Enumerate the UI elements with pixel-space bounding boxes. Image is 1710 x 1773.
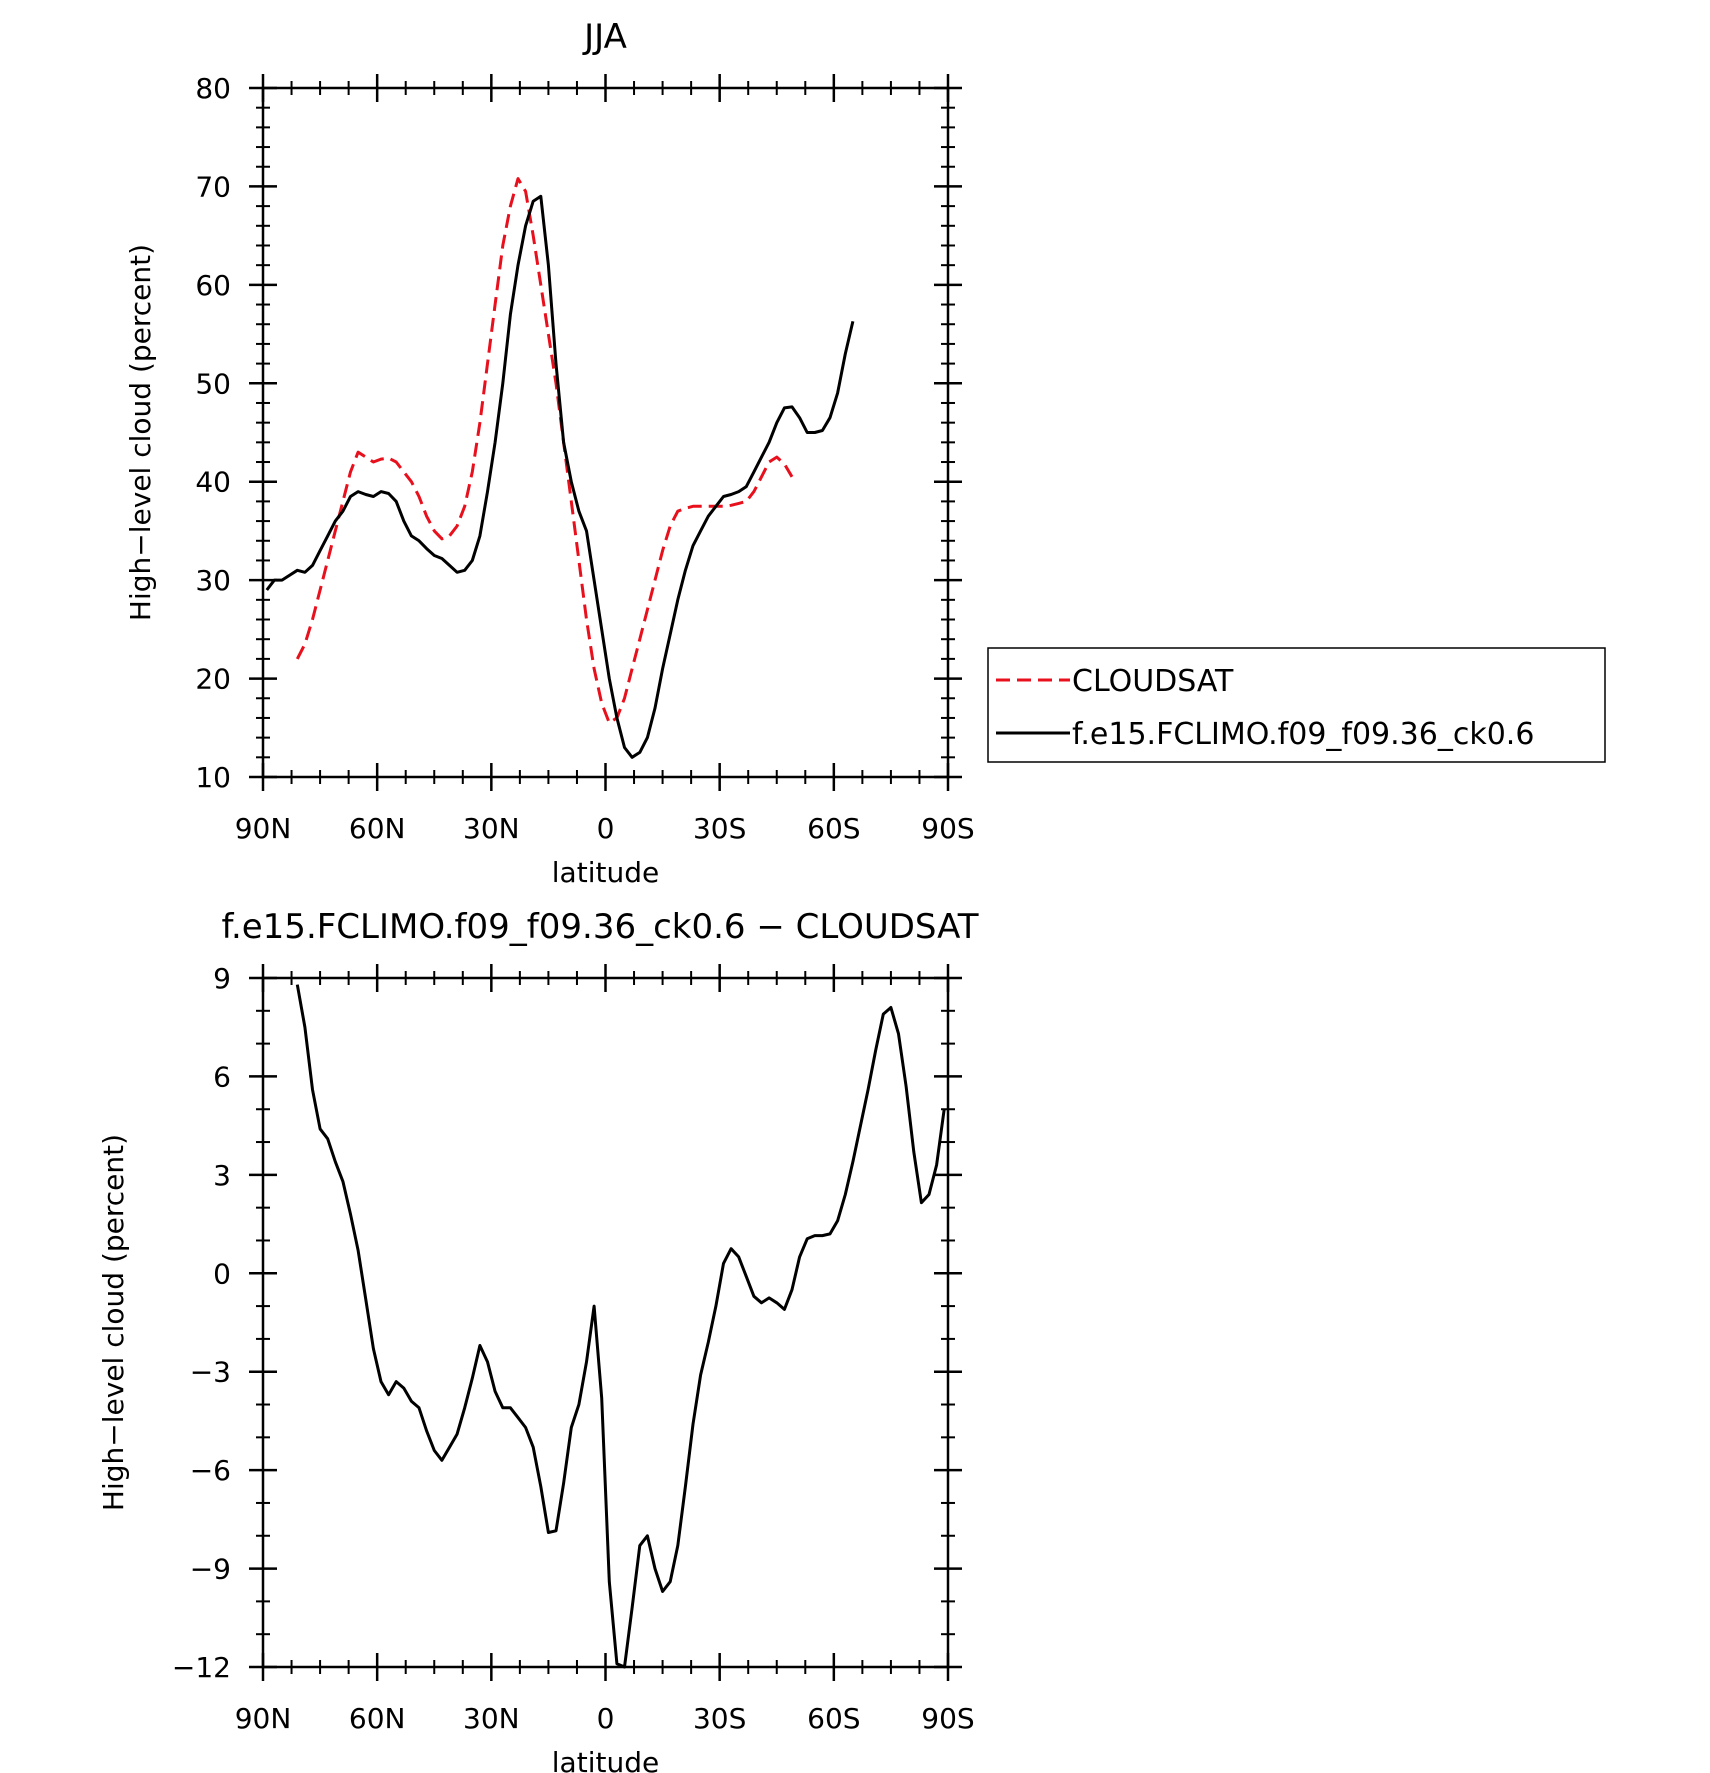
y-tick-label: −9 <box>190 1553 231 1586</box>
y-tick-label: −6 <box>190 1454 231 1487</box>
y-tick-label: 9 <box>213 962 231 995</box>
y-tick-label: 60 <box>195 269 231 302</box>
bottom-series-group <box>295 984 946 1669</box>
cloudsat-series-line <box>295 177 794 725</box>
bottom-plot-frame <box>261 976 950 1669</box>
y-tick-label: 70 <box>195 170 231 203</box>
legend-box <box>987 647 1606 763</box>
top-y-axis-label: High−level cloud (percent) <box>124 244 157 621</box>
y-tick-label: 10 <box>195 761 231 794</box>
x-tick-label: 30N <box>463 1702 520 1735</box>
x-tick-label: 0 <box>597 812 615 845</box>
y-tick-label: 3 <box>213 1159 231 1192</box>
x-tick-label: 90N <box>235 1702 292 1735</box>
x-tick-label: 30S <box>693 1702 746 1735</box>
y-tick-label: −3 <box>190 1356 231 1389</box>
bottom-axis-ticks: 90N 60N 30N 0 30S 60S 90S −12 −9 −6 −3 0 3 6 9 <box>172 962 975 1735</box>
x-tick-label: 60S <box>807 1702 860 1735</box>
legend: CLOUDSAT f.e15.FCLIMO.f09_f09.36_ck0.6 <box>987 647 1606 763</box>
x-tick-label: 90S <box>921 812 974 845</box>
top-x-axis-label: latitude <box>552 856 659 889</box>
x-tick-label: 60N <box>349 812 406 845</box>
difference-series-line <box>295 984 946 1669</box>
top-plot-frame <box>261 86 950 779</box>
y-tick-label: 80 <box>195 72 231 105</box>
y-tick-label: 30 <box>195 564 231 597</box>
bottom-plot-title: f.e15.FCLIMO.f09_f09.36_ck0.6 − CLOUDSAT <box>221 907 978 947</box>
x-tick-label: 60N <box>349 1702 406 1735</box>
legend-entry-model: f.e15.FCLIMO.f09_f09.36_ck0.6 <box>1072 717 1534 752</box>
bottom-panel: f.e15.FCLIMO.f09_f09.36_ck0.6 − CLOUDSAT… <box>97 907 979 1773</box>
y-tick-label: 6 <box>213 1060 231 1093</box>
top-panel: JJA 90N 60N 30N 0 30S 60S 90S1020304050607080 … <box>124 17 975 889</box>
x-tick-label: 0 <box>597 1702 615 1735</box>
x-tick-label: 90S <box>921 1702 974 1735</box>
y-tick-label: 20 <box>195 663 231 696</box>
y-tick-label: 50 <box>195 367 231 400</box>
f-e15-fclimo-f09-f09-36-ck0-6-series-line <box>265 194 855 759</box>
x-tick-label: 60S <box>807 812 860 845</box>
y-tick-label: 40 <box>195 466 231 499</box>
x-tick-label: 30S <box>693 812 746 845</box>
top-axis-ticks: 90N 60N 30N 0 30S 60S 90S 10 20 30 40 50 60 70 80 <box>195 72 974 845</box>
y-tick-label: 0 <box>213 1257 231 1290</box>
bottom-x-axis-label: latitude <box>552 1746 659 1773</box>
top-plot-title: JJA <box>582 17 627 57</box>
top-series-group <box>265 177 855 759</box>
legend-entry-cloudsat: CLOUDSAT <box>1072 664 1234 699</box>
bottom-y-axis-label: High−level cloud (percent) <box>97 1134 130 1511</box>
x-tick-label: 90N <box>235 812 292 845</box>
x-tick-label: 30N <box>463 812 520 845</box>
y-tick-label: −12 <box>172 1651 231 1684</box>
